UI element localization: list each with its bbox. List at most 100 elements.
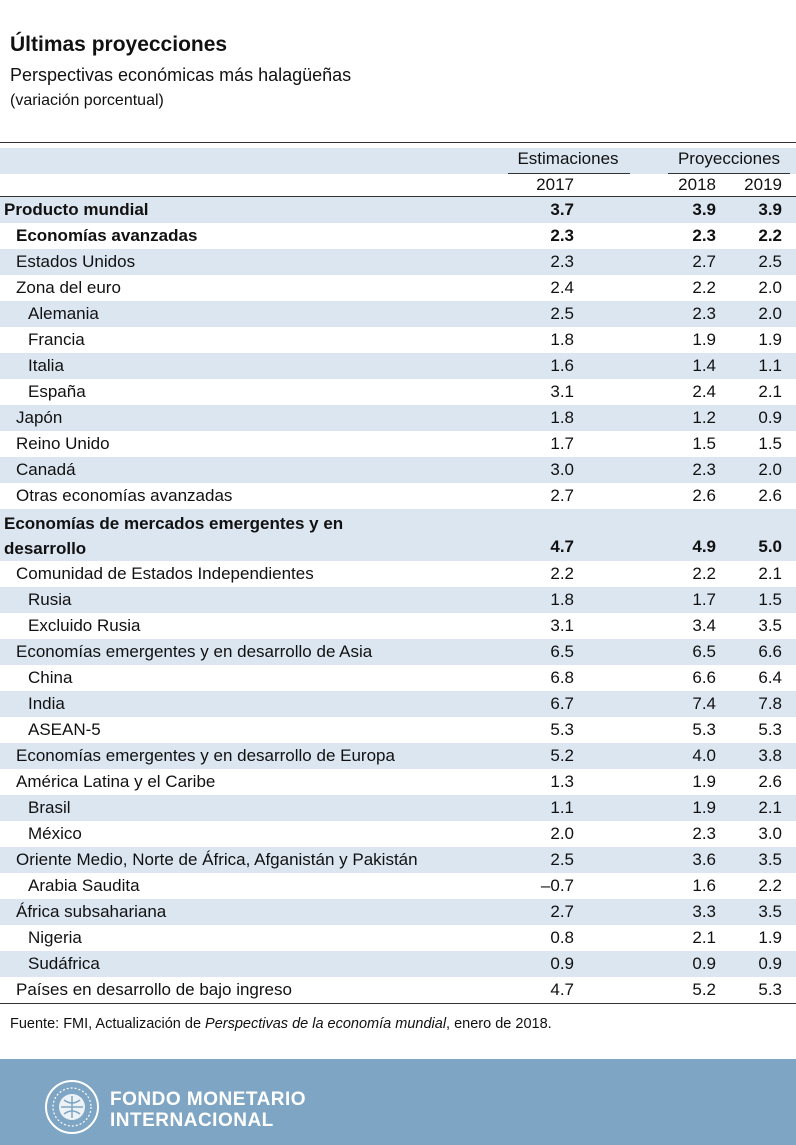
value-2018: 2.2 (692, 564, 716, 583)
value-2017: 1.7 (550, 434, 574, 453)
source-publication: Perspectivas de la economía mundial (205, 1016, 447, 1032)
value-2019: 6.4 (758, 668, 782, 687)
value-2017: 5.3 (550, 720, 574, 739)
value-2018: 2.1 (692, 928, 716, 947)
value-2019: 2.0 (758, 460, 782, 479)
value-2018: 1.7 (692, 590, 716, 609)
value-2017: 3.1 (550, 616, 574, 635)
value-2018: 0.9 (692, 954, 716, 973)
source-note: Fuente: FMI, Actualización de Perspectiv… (10, 1016, 552, 1032)
year-2017-header: 2017 (536, 175, 574, 194)
brand-line-2: INTERNACIONAL (110, 1110, 274, 1131)
value-2017: 1.1 (550, 798, 574, 817)
table-row: Economías avanzadas 2.3 2.3 2.2 (0, 223, 796, 249)
row-label: México (28, 824, 82, 843)
value-2017: 4.7 (550, 980, 574, 999)
row-label: Sudáfrica (28, 954, 100, 973)
header-bottom-rule (0, 196, 796, 197)
table-row: China 6.8 6.6 6.4 (0, 665, 796, 691)
value-2018: 3.9 (692, 200, 716, 219)
value-2017: 2.7 (550, 902, 574, 921)
value-2019: 3.9 (758, 200, 782, 219)
value-2017: 3.1 (550, 382, 574, 401)
table-row: ASEAN-5 5.3 5.3 5.3 (0, 717, 796, 743)
value-2019: 2.1 (758, 798, 782, 817)
value-2018: 1.9 (692, 330, 716, 349)
value-2019: 7.8 (758, 694, 782, 713)
value-2019: 2.6 (758, 486, 782, 505)
value-2017: 1.8 (550, 590, 574, 609)
value-2018: 2.7 (692, 252, 716, 271)
table-bottom-rule (0, 1003, 796, 1004)
row-label: Economías emergentes y en desarrollo de … (16, 642, 373, 661)
estimates-rule (508, 173, 630, 174)
imf-wordmark: FONDO MONETARIO INTERNACIONAL (110, 1089, 306, 1131)
row-label: Japón (16, 408, 63, 427)
value-2019: 1.9 (758, 330, 782, 349)
value-2018: 3.6 (692, 850, 716, 869)
value-2017: 3.0 (550, 460, 574, 479)
value-2017: 1.8 (550, 330, 574, 349)
value-2018: 1.5 (692, 434, 716, 453)
row-label: Estados Unidos (16, 252, 136, 271)
projections-rule (668, 173, 790, 174)
value-2018: 1.4 (692, 356, 716, 375)
table-row: Otras economías avanzadas 2.7 2.6 2.6 (0, 483, 796, 509)
value-2018: 2.3 (692, 304, 716, 323)
table-row: Alemania 2.5 2.3 2.0 (0, 301, 796, 327)
row-label: Economías emergentes y en desarrollo de … (16, 746, 395, 765)
table-row: Canadá 3.0 2.3 2.0 (0, 457, 796, 483)
value-2017: 6.5 (550, 642, 574, 661)
value-2018: 6.5 (692, 642, 716, 661)
row-label: Reino Unido (16, 434, 110, 453)
projections-table: Estimaciones Proyecciones 2017 2018 2019… (0, 142, 796, 1004)
row-label: Excluido Rusia (28, 616, 141, 635)
row-label: Alemania (28, 304, 99, 323)
value-2018: 3.4 (692, 616, 716, 635)
row-label: Nigeria (28, 928, 82, 947)
value-2018: 4.0 (692, 746, 716, 765)
row-label: España (28, 382, 86, 401)
value-2018: 2.3 (692, 460, 716, 479)
table-body: Producto mundial 3.7 3.9 3.9 Economías avanz… (0, 197, 796, 1003)
value-2018: 1.2 (692, 408, 716, 427)
value-2018: 7.4 (692, 694, 716, 713)
table-row: Arabia Saudita –0.7 1.6 2.2 (0, 873, 796, 899)
value-2019: 3.0 (758, 824, 782, 843)
value-2017: 2.0 (550, 824, 574, 843)
value-2017: 2.3 (550, 252, 574, 271)
value-2019: 2.0 (758, 304, 782, 323)
value-2019: 3.5 (758, 902, 782, 921)
source-prefix: Fuente: FMI, Actualización de (10, 1016, 206, 1032)
table-row: Rusia 1.8 1.7 1.5 (0, 587, 796, 613)
table-row: Sudáfrica 0.9 0.9 0.9 (0, 951, 796, 977)
value-2019: 5.3 (758, 720, 782, 739)
value-2017: 5.2 (550, 746, 574, 765)
value-2019: 0.9 (758, 408, 782, 427)
value-2018: 1.9 (692, 772, 716, 791)
value-2019: 2.2 (758, 226, 782, 245)
table-row: Países en desarrollo de bajo ingreso 4.7 5… (0, 977, 796, 1003)
table-row: Zona del euro 2.4 2.2 2.0 (0, 275, 796, 301)
row-label: Producto mundial (4, 200, 149, 219)
value-2017: 2.3 (550, 226, 574, 245)
table-row: Brasil 1.1 1.9 2.1 (0, 795, 796, 821)
value-2017: 6.7 (550, 694, 574, 713)
value-2018: 5.3 (692, 720, 716, 739)
row-label: Brasil (28, 798, 71, 817)
table-row: Estados Unidos 2.3 2.7 2.5 (0, 249, 796, 275)
table-row: América Latina y el Caribe 1.3 1.9 2.6 (0, 769, 796, 795)
table-row: México 2.0 2.3 3.0 (0, 821, 796, 847)
table-top-rule (0, 142, 796, 143)
source-suffix: , enero de 2018. (446, 1016, 552, 1032)
value-2017: 4.7 (550, 537, 574, 556)
row-label: Economías de mercados emergentes y en de… (4, 514, 344, 558)
row-label: Francia (28, 330, 85, 349)
table-row: África subsahariana 2.7 3.3 3.5 (0, 899, 796, 925)
row-label: América Latina y el Caribe (16, 772, 216, 791)
value-2019: 2.2 (758, 876, 782, 895)
row-label: Italia (28, 356, 64, 375)
row-label: Arabia Saudita (28, 876, 140, 895)
value-2019: 1.9 (758, 928, 782, 947)
value-2017: 6.8 (550, 668, 574, 687)
